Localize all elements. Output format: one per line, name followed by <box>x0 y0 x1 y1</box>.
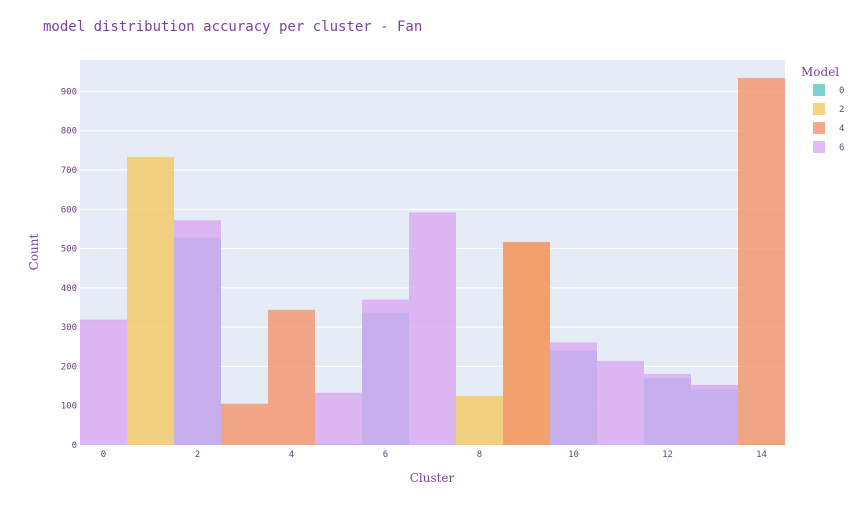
bar-model-6-cluster-10 <box>550 342 597 445</box>
chart-title: model distribution accuracy per cluster … <box>43 19 422 35</box>
y-tick-label: 400 <box>61 284 77 294</box>
x-tick-label: 10 <box>568 450 579 460</box>
x-tick-label: 8 <box>477 450 482 460</box>
legend: Model 0 2 4 6 <box>801 65 844 153</box>
bar-model-6-cluster-13 <box>691 384 738 445</box>
x-tick-labels: 0 2 4 6 8 10 12 14 <box>101 450 767 460</box>
bar-model-4-cluster-9 <box>503 241 550 445</box>
legend-swatch-2[interactable] <box>813 103 825 115</box>
legend-swatch-4[interactable] <box>813 122 825 134</box>
bar-model-6-cluster-11 <box>597 360 644 445</box>
x-tick-label: 6 <box>383 450 388 460</box>
y-tick-label: 700 <box>61 166 77 176</box>
y-tick-label: 600 <box>61 205 77 215</box>
legend-label-6[interactable]: 6 <box>839 143 844 153</box>
legend-label-4[interactable]: 4 <box>839 124 844 134</box>
bars <box>80 78 785 446</box>
bar-model-6-cluster-5 <box>315 392 362 445</box>
x-tick-label: 0 <box>101 450 106 460</box>
bar-model-6-cluster-0 <box>80 319 127 445</box>
legend-label-2[interactable]: 2 <box>839 105 844 115</box>
y-tick-label: 100 <box>61 402 77 412</box>
bar-model-4-cluster-3 <box>221 403 268 445</box>
legend-title: Model <box>801 65 839 79</box>
x-axis-label: Cluster <box>410 471 455 485</box>
bar-model-4-cluster-14 <box>738 78 785 446</box>
y-tick-label: 200 <box>61 362 77 372</box>
bar-model-6-cluster-12 <box>644 373 691 445</box>
y-tick-label: 0 <box>72 441 77 451</box>
x-tick-label: 2 <box>195 450 200 460</box>
y-tick-label: 900 <box>61 87 77 97</box>
y-tick-label: 300 <box>61 323 77 333</box>
bar-model-2-cluster-8 <box>456 395 503 445</box>
bar-model-6-cluster-7 <box>409 212 456 445</box>
y-tick-label: 500 <box>61 245 77 255</box>
y-tick-labels: 0 100 200 300 400 500 600 700 800 900 <box>61 87 77 451</box>
x-tick-label: 4 <box>289 450 294 460</box>
x-tick-label: 12 <box>662 450 673 460</box>
bar-model-6-cluster-6 <box>362 299 409 445</box>
legend-swatch-0[interactable] <box>813 84 825 96</box>
y-tick-label: 800 <box>61 127 77 137</box>
legend-label-0[interactable]: 0 <box>839 86 844 96</box>
legend-swatch-6[interactable] <box>813 141 825 153</box>
bar-model-6-cluster-2 <box>174 220 221 445</box>
x-tick-label: 14 <box>756 450 767 460</box>
bar-model-4-cluster-4 <box>268 309 315 445</box>
bar-model-2-cluster-1 <box>127 157 174 446</box>
y-axis-label: Count <box>27 233 41 270</box>
